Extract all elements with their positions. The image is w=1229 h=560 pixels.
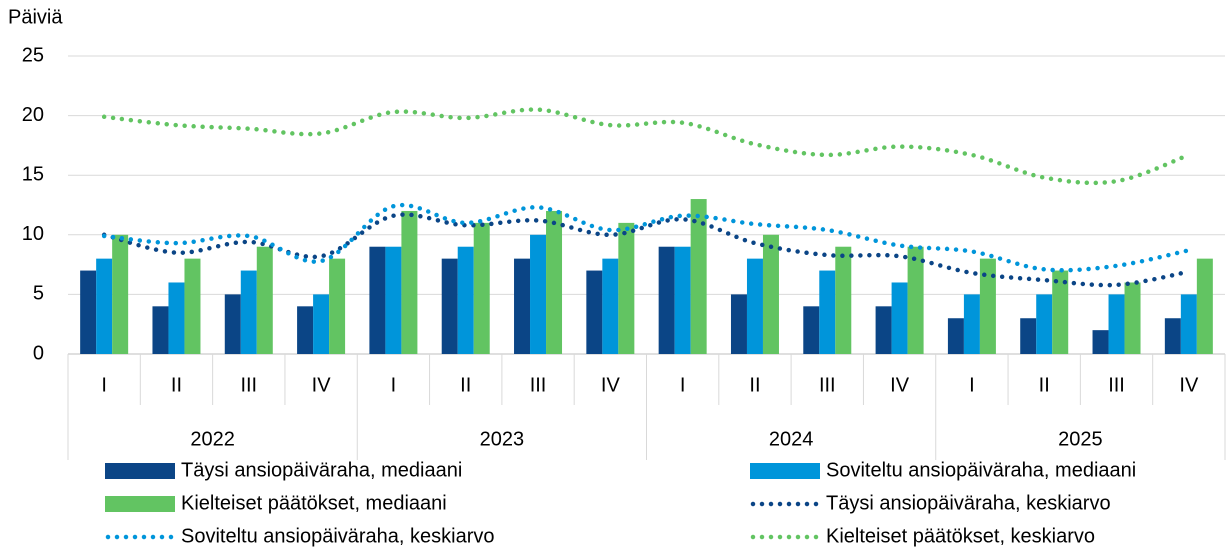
legend-label: Soviteltu ansiopäiväraha, mediaani — [826, 459, 1136, 481]
legend-label: Soviteltu ansiopäiväraha, keskiarvo — [181, 525, 495, 547]
bar — [586, 270, 603, 354]
bar — [1196, 258, 1213, 354]
legend-swatch — [105, 463, 175, 479]
bar — [746, 258, 763, 354]
x-tick-label: IV — [601, 374, 621, 396]
bar — [1180, 294, 1197, 354]
legend-label: Kielteiset päätökset, keskiarvo — [826, 525, 1095, 547]
bar — [618, 222, 635, 354]
group-label: 2024 — [769, 428, 814, 450]
bar — [1052, 270, 1069, 354]
line — [101, 212, 1192, 288]
bar — [401, 210, 418, 354]
y-tick-label: 15 — [22, 163, 44, 185]
x-tick-label: II — [460, 374, 471, 396]
x-tick-label: II — [171, 374, 182, 396]
bar — [947, 318, 964, 354]
bar — [835, 246, 852, 354]
bar — [803, 306, 820, 354]
bar — [602, 258, 619, 354]
bar — [1108, 294, 1125, 354]
legend-swatch — [105, 496, 175, 512]
x-tick-label: I — [680, 374, 686, 396]
bar — [313, 294, 330, 354]
bar — [473, 222, 490, 354]
x-tick-label: I — [101, 374, 107, 396]
bar — [514, 258, 531, 354]
y-tick-label: 10 — [22, 223, 44, 245]
bar — [530, 234, 547, 354]
bar — [240, 270, 257, 354]
bar — [674, 246, 691, 354]
bar — [385, 246, 402, 354]
bar — [369, 246, 386, 354]
bar — [224, 294, 241, 354]
bar — [329, 258, 346, 354]
bar — [80, 270, 97, 354]
group-label: 2022 — [190, 428, 235, 450]
y-axis-label: Päiviä — [8, 6, 63, 28]
x-tick-label: II — [749, 374, 760, 396]
y-tick-label: 5 — [33, 283, 44, 305]
bar — [907, 246, 924, 354]
x-tick-label: II — [1039, 374, 1050, 396]
bar — [256, 246, 273, 354]
x-tick-label: IV — [312, 374, 332, 396]
bar — [979, 258, 996, 354]
bar — [152, 306, 169, 354]
y-tick-label: 25 — [22, 44, 44, 66]
legend-label: Täysi ansiopäiväraha, keskiarvo — [826, 492, 1111, 514]
line — [101, 107, 1192, 186]
y-tick-label: 20 — [22, 104, 44, 126]
x-tick-label: III — [530, 374, 547, 396]
bar — [1036, 294, 1053, 354]
bar — [441, 258, 458, 354]
line — [101, 202, 1192, 273]
group-label: 2023 — [480, 428, 525, 450]
legend-swatch — [750, 463, 820, 479]
y-tick-label: 0 — [33, 342, 44, 364]
bar — [112, 234, 129, 354]
x-tick-label: I — [391, 374, 397, 396]
bar — [963, 294, 980, 354]
bar — [1164, 318, 1181, 354]
bar — [297, 306, 314, 354]
bar — [96, 258, 113, 354]
bar — [819, 270, 836, 354]
bar — [1092, 330, 1109, 354]
x-tick-label: III — [819, 374, 836, 396]
bar — [1020, 318, 1037, 354]
bar — [658, 246, 675, 354]
bar — [762, 234, 779, 354]
group-label: 2025 — [1058, 428, 1103, 450]
bar — [168, 282, 185, 354]
legend-label: Kielteiset päätökset, mediaani — [181, 492, 447, 514]
bar — [690, 199, 707, 354]
bar — [1124, 282, 1141, 354]
legend-label: Täysi ansiopäiväraha, mediaani — [181, 459, 462, 481]
bar — [891, 282, 908, 354]
bar — [730, 294, 747, 354]
x-tick-label: III — [240, 374, 257, 396]
x-tick-label: I — [969, 374, 975, 396]
bar — [875, 306, 892, 354]
bar — [457, 246, 474, 354]
bar — [184, 258, 201, 354]
bar — [546, 210, 563, 354]
x-tick-label: IV — [1179, 374, 1199, 396]
x-tick-label: IV — [890, 374, 910, 396]
x-tick-label: III — [1108, 374, 1125, 396]
